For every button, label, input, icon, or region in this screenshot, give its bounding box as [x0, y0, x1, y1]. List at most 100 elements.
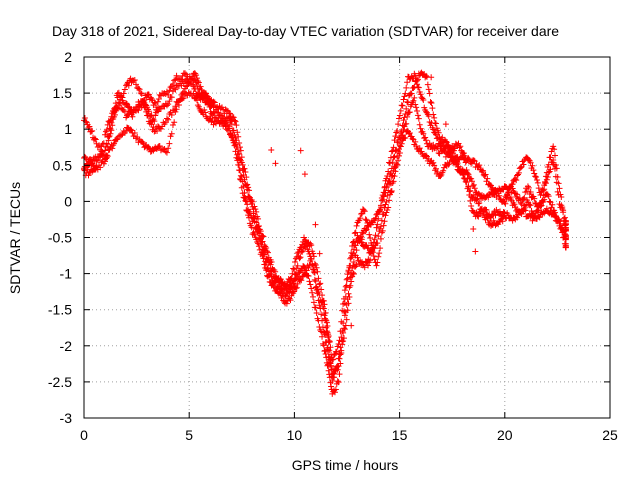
data-point: [140, 101, 147, 108]
data-point: [102, 128, 109, 135]
data-point: [557, 225, 564, 232]
data-point: [136, 86, 143, 93]
data-point: [99, 141, 106, 148]
data-point: [541, 196, 548, 203]
data-point: [451, 145, 458, 152]
data-point: [515, 169, 522, 176]
data-point: [303, 239, 310, 246]
data-point: [145, 144, 152, 151]
data-point: [143, 108, 150, 115]
data-point: [404, 98, 411, 105]
data-point: [236, 175, 243, 182]
data-point: [511, 189, 518, 196]
data-point: [244, 186, 251, 193]
data-point: [310, 262, 317, 269]
data-point: [171, 77, 178, 84]
data-point: [316, 250, 323, 257]
data-point: [366, 231, 373, 238]
data-point: [367, 235, 374, 242]
data-point: [399, 102, 406, 109]
data-point: [534, 207, 541, 214]
data-point: [190, 90, 197, 97]
data-point: [294, 280, 301, 287]
data-point: [236, 150, 243, 157]
data-point: [548, 204, 555, 211]
data-point: [114, 94, 121, 101]
data-point: [371, 236, 378, 243]
data-point: [224, 122, 231, 129]
data-point: [167, 84, 174, 91]
data-point: [495, 188, 502, 195]
data-point: [312, 278, 319, 285]
data-point: [558, 224, 565, 231]
data-point: [430, 126, 437, 133]
data-point: [423, 72, 430, 79]
data-point: [347, 282, 354, 289]
data-point: [183, 83, 190, 90]
data-point: [423, 152, 430, 159]
y-tick-labels: -3 -2.5 -2 -1.5 -1 -0.5 0 0.5 1 1.5 2: [48, 49, 72, 426]
data-point: [179, 95, 186, 102]
data-point: [237, 176, 244, 183]
data-point: [462, 178, 469, 185]
data-point: [348, 249, 355, 256]
data-point: [229, 137, 236, 144]
data-point: [363, 217, 370, 224]
data-point: [390, 144, 397, 151]
data-point: [169, 81, 176, 88]
data-point: [114, 135, 121, 142]
data-point: [327, 344, 334, 351]
data-point: [109, 145, 116, 152]
data-point: [543, 169, 550, 176]
data-point: [88, 128, 95, 135]
x-tick-label: 15: [392, 427, 408, 443]
data-point: [514, 191, 521, 198]
data-point: [238, 184, 245, 191]
data-point: [434, 169, 441, 176]
y-tick-label: -0.5: [48, 230, 72, 246]
data-point: [388, 148, 395, 155]
data-point: [481, 172, 488, 179]
data-point: [463, 179, 470, 186]
data-point: [272, 160, 279, 167]
data-point: [457, 143, 464, 150]
data-point: [377, 202, 384, 209]
data-point: [94, 156, 101, 163]
data-point: [415, 84, 422, 91]
data-point: [292, 259, 299, 266]
data-point: [532, 173, 539, 180]
axis-ticks: [83, 56, 611, 419]
data-point: [322, 309, 329, 316]
data-point: [326, 353, 333, 360]
data-point: [425, 113, 432, 120]
data-point: [377, 245, 384, 252]
data-point: [350, 269, 357, 276]
data-point: [562, 244, 569, 251]
data-point: [412, 138, 419, 145]
data-point: [533, 176, 540, 183]
data-point: [294, 250, 301, 257]
data-point: [245, 212, 252, 219]
data-point: [415, 115, 422, 122]
x-tick-label: 10: [287, 427, 303, 443]
data-point: [389, 147, 396, 154]
y-tick-label: -3: [60, 410, 73, 426]
data-point: [168, 130, 175, 137]
data-point: [331, 389, 338, 396]
data-point: [231, 142, 238, 149]
data-point: [522, 204, 529, 211]
data-point: [132, 135, 139, 142]
data-point: [350, 238, 357, 245]
data-point: [308, 285, 315, 292]
data-point: [352, 242, 359, 249]
data-point: [505, 211, 512, 218]
data-point: [557, 191, 564, 198]
data-point: [202, 109, 209, 116]
data-point: [465, 171, 472, 178]
data-point: [230, 127, 237, 134]
y-tick-label: 0: [64, 193, 72, 209]
data-point: [351, 230, 358, 237]
x-tick-labels: 0 5 10 15 20 25: [80, 427, 618, 443]
data-point: [394, 161, 401, 168]
data-point: [309, 289, 316, 296]
